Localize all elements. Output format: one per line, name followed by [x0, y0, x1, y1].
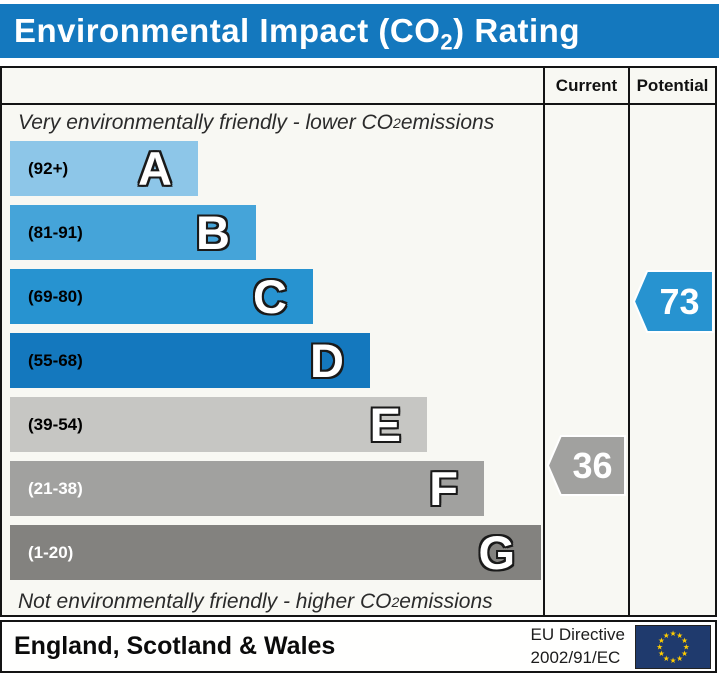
potential-column-header: Potential [636, 75, 709, 95]
potential-arrow-shape [633, 270, 714, 333]
band-c-range-label: (69-80) [28, 286, 83, 306]
svg-text:★: ★ [663, 630, 670, 639]
band-g: (1-20) G [10, 525, 541, 580]
page-title-subscript: 2 [440, 29, 454, 55]
column-header-row: Current Potential [2, 68, 715, 105]
band-list: (92+) A (81-91) B (69-80) C (55-68) D [2, 141, 543, 580]
eu-flag-stars: ★ ★ ★ ★ ★ ★ ★ ★ ★ ★ ★ ★ [656, 629, 690, 665]
bottom-note-text-end: emissions [399, 590, 493, 613]
band-b-range-label: (81-91) [28, 222, 83, 242]
svg-text:★: ★ [670, 655, 677, 664]
potential-column: 73 [630, 105, 715, 615]
svg-text:★: ★ [670, 629, 677, 638]
band-b-letter: B [196, 206, 230, 259]
top-note: Very environmentally friendly - lower CO… [18, 111, 495, 134]
page-title: Environmental Impact (CO2) Rating [14, 12, 580, 53]
chart-body: Very environmentally friendly - lower CO… [2, 105, 715, 615]
region-label: England, Scotland & Wales [14, 632, 336, 660]
footer-bar: England, Scotland & Wales EU Directive 2… [0, 620, 717, 673]
band-f: (21-38) F [10, 461, 484, 516]
svg-text:★: ★ [683, 642, 690, 651]
band-a-letter: A [138, 142, 172, 195]
band-a: (92+) A [10, 141, 198, 196]
svg-text:★: ★ [658, 649, 665, 658]
svg-text:★: ★ [681, 635, 688, 644]
page-title-text: Environmental Impact (CO [14, 12, 441, 49]
band-a-range-label: (92+) [28, 158, 69, 178]
bottom-note-text: Not environmentally friendly - higher CO [18, 590, 392, 613]
svg-text:★: ★ [663, 654, 670, 663]
current-rating-arrow: 36 [547, 435, 626, 496]
eu-directive-line2: 2002/91/EC [530, 647, 621, 667]
band-e: (39-54) E [10, 397, 427, 452]
potential-rating-value: 73 [659, 280, 700, 322]
band-g-letter: G [478, 526, 515, 579]
top-note-text-end: emissions [400, 111, 495, 134]
band-e-letter: E [369, 398, 401, 451]
header-spacer-cell [2, 68, 545, 103]
svg-text:★: ★ [676, 654, 683, 663]
page-title-text-end: ) Rating [453, 12, 580, 49]
eu-flag-icon: ★ ★ ★ ★ ★ ★ ★ ★ ★ ★ ★ ★ [635, 624, 711, 669]
eu-directive-label: EU Directive 2002/91/EC [531, 624, 625, 668]
band-e-range-label: (39-54) [28, 414, 83, 434]
band-b: (81-91) B [10, 205, 256, 260]
eu-directive-line1: EU Directive [530, 625, 625, 645]
band-d: (55-68) D [10, 333, 370, 388]
band-g-range-label: (1-20) [28, 542, 74, 562]
band-f-range-label: (21-38) [28, 478, 83, 498]
svg-text:★: ★ [656, 642, 663, 651]
band-c: (69-80) C [10, 269, 313, 324]
band-d-range-label: (55-68) [28, 350, 83, 370]
svg-text:★: ★ [681, 649, 688, 658]
rating-chart: Current Potential Very environmentally f… [0, 66, 717, 617]
svg-text:★: ★ [676, 630, 683, 639]
top-note-text: Very environmentally friendly - lower CO [18, 111, 394, 134]
band-d-letter: D [310, 334, 344, 387]
bands-column: Very environmentally friendly - lower CO… [2, 105, 545, 615]
svg-text:★: ★ [658, 635, 665, 644]
potential-rating-arrow: 73 [633, 270, 714, 333]
current-rating-value: 36 [572, 444, 613, 486]
current-arrow-shape [547, 435, 626, 496]
current-column: 36 [545, 105, 630, 615]
current-column-header: Current [545, 68, 630, 103]
title-bar: Environmental Impact (CO2) Rating [0, 4, 719, 58]
band-c-letter: C [253, 270, 287, 323]
band-f-letter: F [429, 462, 458, 515]
bottom-note: Not environmentally friendly - higher CO… [18, 590, 493, 613]
